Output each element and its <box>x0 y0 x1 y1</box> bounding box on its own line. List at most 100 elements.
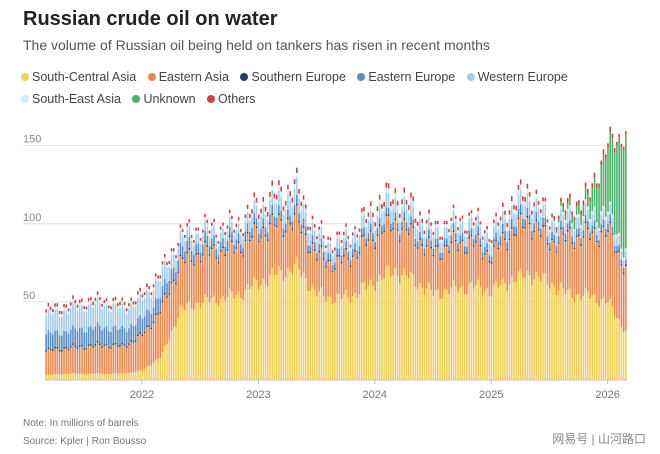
bar-segment <box>255 280 258 380</box>
bar-segment <box>430 290 432 380</box>
bar-segment <box>546 236 549 243</box>
bar-segment <box>83 311 85 333</box>
bar-segment <box>148 286 150 290</box>
bar-segment <box>560 220 562 228</box>
bar-segment <box>560 197 562 203</box>
bar-segment <box>510 228 513 277</box>
bar-segment <box>472 288 475 380</box>
bar-segment <box>197 230 200 234</box>
bar-segment <box>244 289 247 380</box>
bar-segment <box>394 193 397 198</box>
bar-segment <box>595 187 598 223</box>
bar-segment <box>114 300 117 304</box>
bar-segment <box>316 242 318 253</box>
bar-segment <box>457 233 459 244</box>
bar-segment <box>159 298 162 312</box>
bar-segment <box>365 245 368 290</box>
bar-segment <box>546 219 549 223</box>
bar-segment <box>249 217 251 221</box>
bar-segment <box>105 298 108 302</box>
bar-segment <box>52 312 54 316</box>
bar-segment <box>421 238 423 245</box>
bar-segment <box>396 230 399 276</box>
bar-segment <box>613 251 616 253</box>
bar-segment <box>177 272 179 319</box>
bar-segment <box>587 206 589 210</box>
bar-segment <box>148 365 150 380</box>
bar-segment <box>60 311 63 315</box>
bar-segment <box>206 297 209 380</box>
bar-segment <box>560 205 562 210</box>
bar-segment <box>45 309 47 313</box>
bar-segment <box>598 247 600 307</box>
bar-segment <box>85 332 88 349</box>
bar-segment <box>78 346 81 374</box>
bar-segment <box>358 253 361 295</box>
legend-label: South-East Asia <box>32 92 121 106</box>
bar-segment <box>466 253 468 295</box>
bar-segment <box>224 235 226 238</box>
bar-segment <box>343 238 345 249</box>
bar-segment <box>414 287 417 380</box>
bar-segment <box>307 226 309 231</box>
bar-segment <box>280 210 282 219</box>
bar-segment <box>329 261 332 297</box>
bar-segment <box>340 298 343 380</box>
bar-segment <box>222 228 224 239</box>
bar-segment <box>566 211 569 224</box>
bar-segment <box>54 347 56 349</box>
bar-segment <box>257 240 260 243</box>
bar-segment <box>101 346 103 348</box>
bar-segment <box>510 226 513 229</box>
bar-segment <box>501 223 504 232</box>
bar-segment <box>343 248 345 255</box>
bar-segment <box>195 254 197 304</box>
bar-segment <box>595 225 598 235</box>
bar-segment <box>322 251 325 259</box>
bar-segment <box>92 305 94 309</box>
bar-segment <box>47 302 50 307</box>
bar-segment <box>237 217 240 221</box>
bar-segment <box>58 316 61 336</box>
bar-segment <box>376 228 379 235</box>
bar-segment <box>450 243 453 288</box>
bar-segment <box>280 186 282 192</box>
bar-segment <box>515 205 517 211</box>
bar-segment <box>607 214 609 225</box>
bar-segment <box>582 219 585 231</box>
bar-segment <box>609 221 612 224</box>
bar-segment <box>298 193 300 199</box>
bar-segment <box>625 251 627 260</box>
bar-segment <box>148 325 150 327</box>
bar-segment <box>372 285 374 380</box>
bar-segment <box>351 255 354 257</box>
bar-segment <box>381 226 383 233</box>
bar-segment <box>271 213 274 216</box>
bar-segment <box>177 246 179 250</box>
bar-segment <box>240 253 242 298</box>
bar-segment <box>322 238 325 242</box>
bar-segment <box>609 126 612 132</box>
y-tick-label: 50 <box>23 290 35 302</box>
bar-segment <box>94 343 97 346</box>
bar-segment <box>522 218 524 227</box>
bar-segment <box>175 326 177 380</box>
legend-item-south-central-asia: South-Central Asia <box>21 66 136 88</box>
bar-segment <box>578 204 580 215</box>
bar-segment <box>555 235 558 246</box>
bar-segment <box>356 234 359 238</box>
bar-segment <box>316 236 318 240</box>
bar-segment <box>112 301 115 305</box>
bar-segment <box>143 368 146 380</box>
bar-segment <box>582 216 585 220</box>
bar-segment <box>54 348 56 375</box>
bar-segment <box>604 303 607 380</box>
bar-segment <box>78 299 81 303</box>
bar-segment <box>318 226 321 230</box>
bar-segment <box>517 217 520 219</box>
bar-segment <box>381 208 383 214</box>
bar-segment <box>358 228 361 232</box>
bar-segment <box>65 310 68 332</box>
bar-segment <box>188 219 191 223</box>
bar-segment <box>210 222 213 226</box>
